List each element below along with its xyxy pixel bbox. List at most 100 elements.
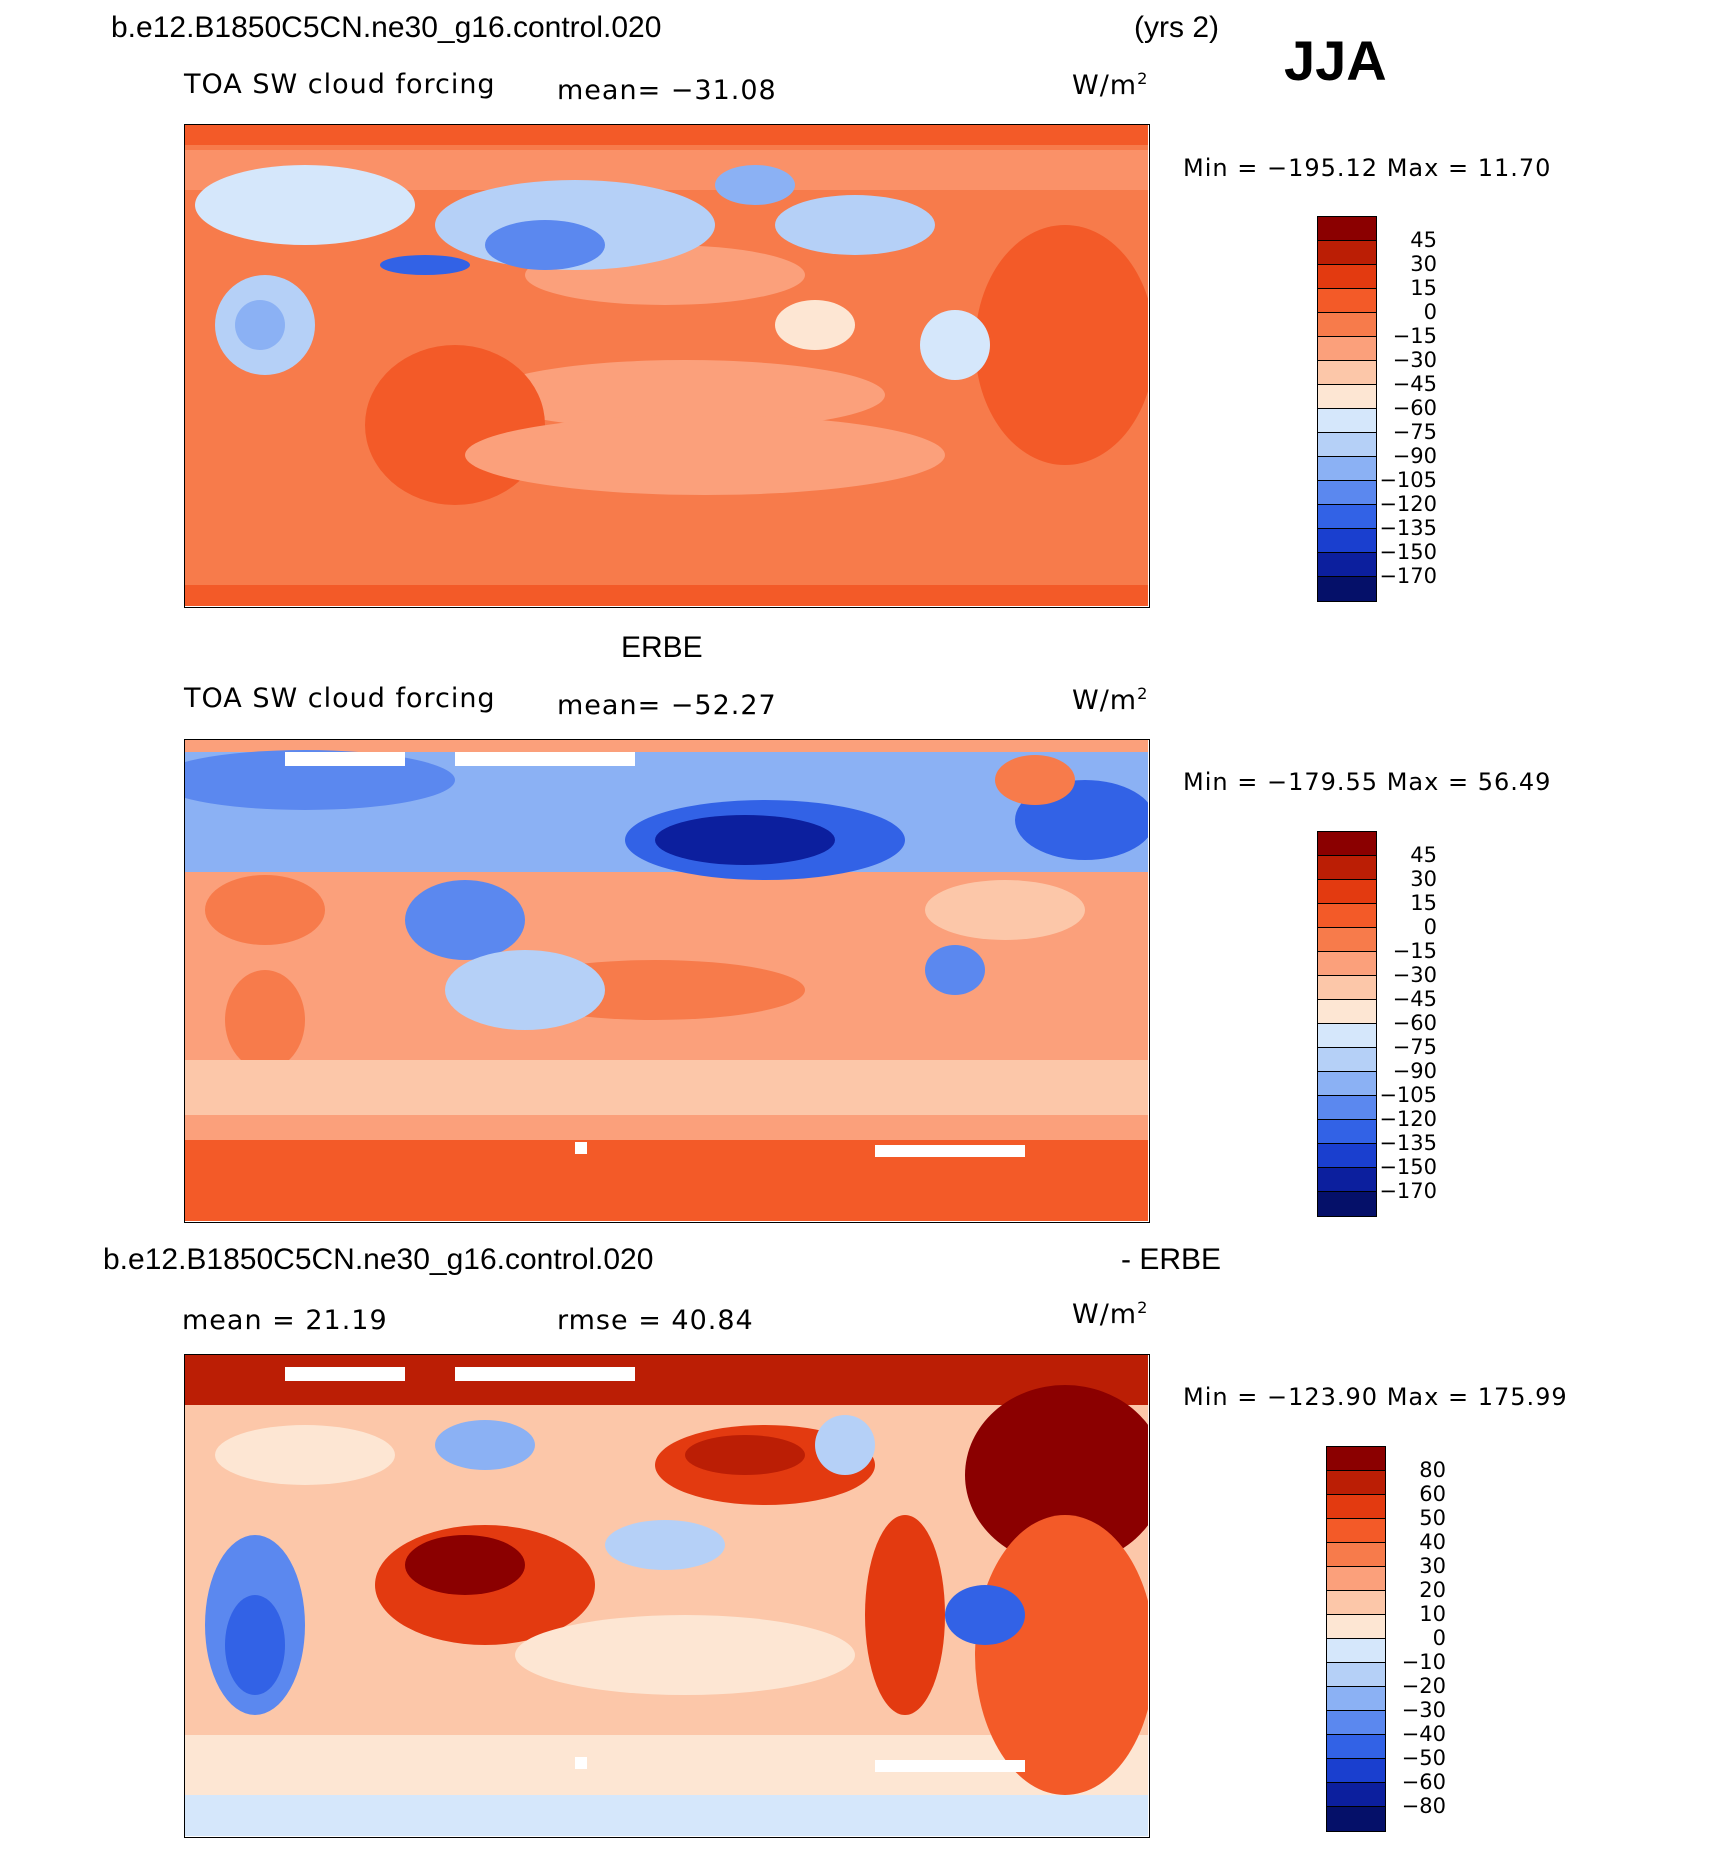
colorbar-swatch: [1318, 385, 1376, 409]
colorbar-swatch: [1318, 1096, 1376, 1120]
panel2-variable: TOA SW cloud forcing: [184, 683, 496, 714]
colorbar-swatch: [1318, 289, 1376, 313]
colorbar-swatch: [1327, 1807, 1385, 1831]
colorbar-level-label: 50: [1419, 1506, 1446, 1530]
colorbar-level-label: −105: [1379, 1083, 1437, 1107]
colorbar-swatch: [1327, 1495, 1385, 1519]
colorbar-level-label: −15: [1392, 324, 1437, 348]
colorbar-swatch: [1318, 976, 1376, 1000]
panel1-heatmap: [185, 125, 1148, 606]
colorbar-swatch: [1318, 553, 1376, 577]
panel1-variable: TOA SW cloud forcing: [184, 69, 496, 100]
colorbar-swatch: [1318, 1168, 1376, 1192]
colorbar-level-label: 80: [1419, 1458, 1446, 1482]
panel1-minmax: Min = −195.12 Max = 11.70: [1183, 154, 1552, 182]
panel1-units: W/m2: [1072, 69, 1149, 101]
panel3-map: [184, 1354, 1150, 1838]
colorbar-swatch: [1318, 856, 1376, 880]
panel1-map: [184, 124, 1150, 608]
colorbar-level-label: 0: [1432, 1626, 1446, 1650]
colorbar-level-label: −135: [1379, 516, 1437, 540]
colorbar-level-label: 30: [1419, 1554, 1446, 1578]
colorbar-swatch: [1318, 217, 1376, 241]
colorbar-swatch: [1318, 904, 1376, 928]
colorbar-level-label: 10: [1419, 1602, 1446, 1626]
colorbar-level-label: −150: [1379, 540, 1437, 564]
colorbar-swatch: [1318, 1024, 1376, 1048]
colorbar-swatch: [1327, 1615, 1385, 1639]
colorbar-level-label: 40: [1419, 1530, 1446, 1554]
colorbar-swatch: [1318, 505, 1376, 529]
colorbar-level-label: −170: [1379, 1179, 1437, 1203]
colorbar-level-label: −105: [1379, 468, 1437, 492]
colorbar-swatch: [1318, 832, 1376, 856]
season-label: JJA: [1284, 29, 1387, 92]
colorbar-swatch: [1318, 457, 1376, 481]
colorbar-swatch: [1327, 1543, 1385, 1567]
colorbar-swatch: [1327, 1783, 1385, 1807]
colorbar-level-label: −60: [1392, 1011, 1437, 1035]
panel2-heatmap: [185, 740, 1148, 1221]
case-title: b.e12.B1850C5CN.ne30_g16.control.020: [111, 11, 662, 44]
colorbar-swatch: [1327, 1639, 1385, 1663]
colorbar-level-label: −40: [1401, 1722, 1446, 1746]
panel3-mean: mean = 21.19: [182, 1305, 388, 1336]
colorbar-level-label: −90: [1392, 444, 1437, 468]
colorbar-swatch: [1318, 1144, 1376, 1168]
colorbar-level-label: −120: [1379, 492, 1437, 516]
colorbar-level-label: 0: [1423, 915, 1437, 939]
colorbar-level-label: 15: [1410, 276, 1437, 300]
colorbar-level-label: 30: [1410, 252, 1437, 276]
panel2-colorbar: [1317, 831, 1377, 1217]
colorbar-swatch: [1327, 1663, 1385, 1687]
colorbar-level-label: 45: [1410, 228, 1437, 252]
colorbar-level-label: −30: [1392, 963, 1437, 987]
colorbar-level-label: −120: [1379, 1107, 1437, 1131]
panel1-colorbar: [1317, 216, 1377, 602]
colorbar-swatch: [1318, 1192, 1376, 1216]
colorbar-swatch: [1327, 1447, 1385, 1471]
panel3-heatmap: [185, 1355, 1148, 1836]
colorbar-level-label: −135: [1379, 1131, 1437, 1155]
colorbar-swatch: [1318, 577, 1376, 601]
colorbar-swatch: [1318, 481, 1376, 505]
colorbar-swatch: [1318, 1000, 1376, 1024]
colorbar-level-label: −10: [1401, 1650, 1446, 1674]
panel2-minmax: Min = −179.55 Max = 56.49: [1183, 768, 1552, 796]
colorbar-level-label: 45: [1410, 843, 1437, 867]
panel1-mean: mean= −31.08: [557, 75, 777, 106]
colorbar-swatch: [1318, 952, 1376, 976]
colorbar-swatch: [1318, 1120, 1376, 1144]
colorbar-level-label: −90: [1392, 1059, 1437, 1083]
colorbar-level-label: −75: [1392, 420, 1437, 444]
colorbar-level-label: −75: [1392, 1035, 1437, 1059]
colorbar-level-label: −60: [1392, 396, 1437, 420]
colorbar-level-label: −170: [1379, 564, 1437, 588]
colorbar-level-label: −45: [1392, 987, 1437, 1011]
panel3-units: W/m2: [1072, 1298, 1149, 1330]
panel3-minmax: Min = −123.90 Max = 175.99: [1183, 1383, 1568, 1411]
colorbar-swatch: [1327, 1711, 1385, 1735]
colorbar-swatch: [1327, 1735, 1385, 1759]
panel2-map: [184, 739, 1150, 1223]
colorbar-swatch: [1327, 1567, 1385, 1591]
colorbar-swatch: [1318, 409, 1376, 433]
colorbar-level-label: −15: [1392, 939, 1437, 963]
diff-title-case: b.e12.B1850C5CN.ne30_g16.control.020: [103, 1243, 654, 1276]
years-label: (yrs 2): [1134, 11, 1219, 44]
panel3-colorbar: [1326, 1446, 1386, 1832]
colorbar-level-label: −45: [1392, 372, 1437, 396]
colorbar-level-label: 15: [1410, 891, 1437, 915]
colorbar-swatch: [1318, 361, 1376, 385]
colorbar-swatch: [1318, 880, 1376, 904]
diff-title-obs: - ERBE: [1121, 1243, 1222, 1276]
colorbar-swatch: [1327, 1519, 1385, 1543]
obs-title: ERBE: [621, 631, 703, 664]
colorbar-swatch: [1318, 928, 1376, 952]
colorbar-swatch: [1318, 265, 1376, 289]
colorbar-level-label: 60: [1419, 1482, 1446, 1506]
colorbar-level-label: −30: [1392, 348, 1437, 372]
panel2-mean: mean= −52.27: [557, 690, 777, 721]
colorbar-swatch: [1318, 241, 1376, 265]
colorbar-level-label: −50: [1401, 1746, 1446, 1770]
